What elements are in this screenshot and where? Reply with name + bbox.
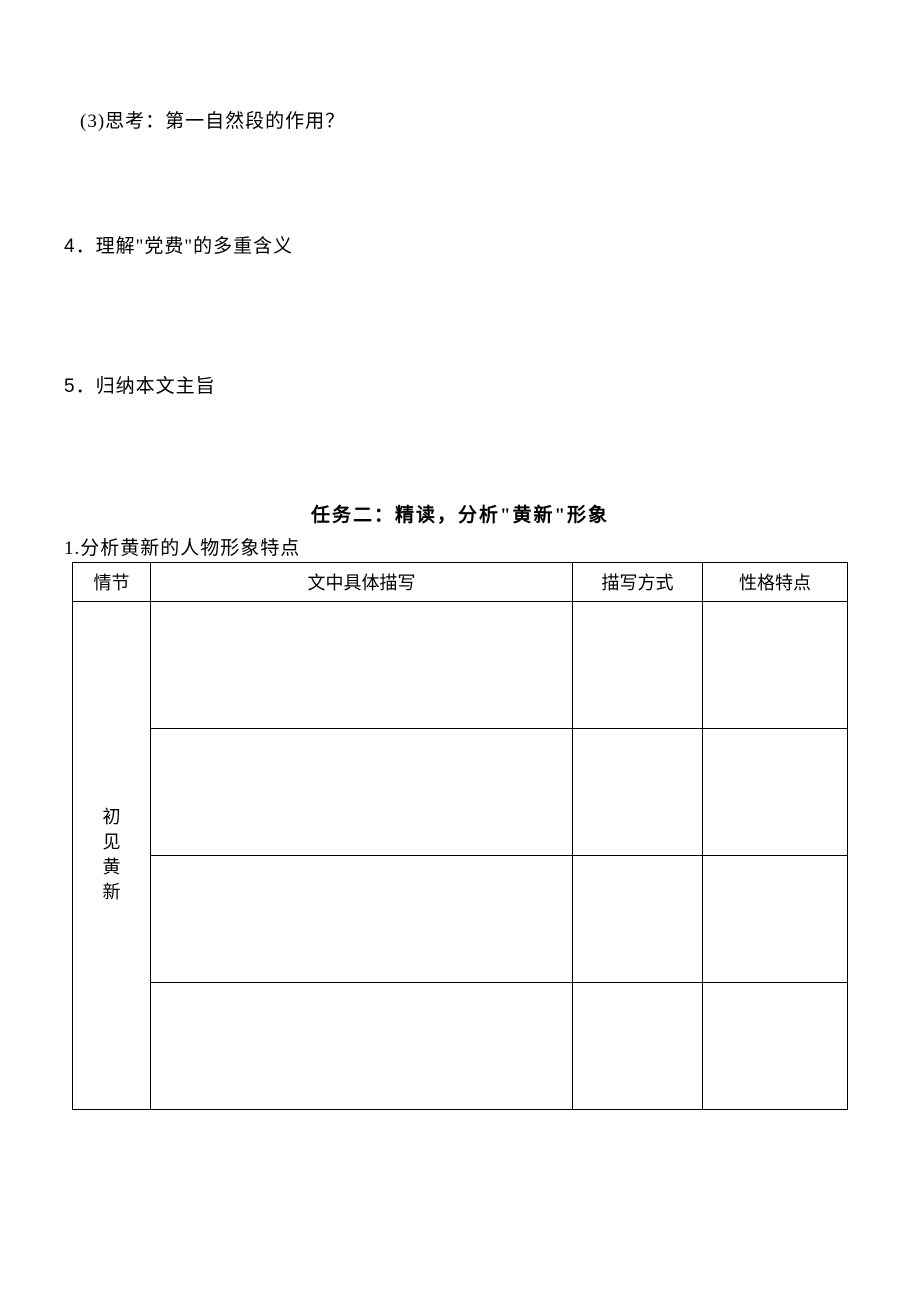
col-header-method: 描写方式 <box>573 562 703 601</box>
table-row: 初见黄新 <box>73 601 848 728</box>
table-row <box>73 855 848 982</box>
cell-desc <box>151 728 573 855</box>
cell-trait <box>703 855 848 982</box>
document-body: (3)思考：第一自然段的作用？ 4．理解"党费"的多重含义 5．归纳本文主旨 任… <box>0 0 920 1110</box>
col-header-desc: 文中具体描写 <box>151 562 573 601</box>
question-5: 5．归纳本文主旨 <box>64 373 848 402</box>
cell-desc <box>151 601 573 728</box>
cell-method <box>573 855 703 982</box>
question-4: 4．理解"党费"的多重含义 <box>64 233 848 262</box>
character-analysis-table: 情节 文中具体描写 描写方式 性格特点 初见黄新 <box>72 562 848 1110</box>
task-2-subquestion: 1.分析黄新的人物形象特点 <box>64 533 848 560</box>
col-header-trait: 性格特点 <box>703 562 848 601</box>
task-2-title: 任务二：精读，分析"黄新"形象 <box>72 500 848 527</box>
cell-method <box>573 982 703 1109</box>
table-header-row: 情节 文中具体描写 描写方式 性格特点 <box>73 562 848 601</box>
cell-method <box>573 601 703 728</box>
table-row <box>73 728 848 855</box>
cell-trait <box>703 601 848 728</box>
question-3: (3)思考：第一自然段的作用？ <box>80 108 848 137</box>
question-5-label: ．归纳本文主旨 <box>76 376 216 397</box>
question-5-number: 5 <box>64 376 76 397</box>
table-row <box>73 982 848 1109</box>
cell-trait <box>703 728 848 855</box>
subquestion-label: 分析黄新的人物形象特点 <box>80 538 300 559</box>
scene-text: 初见黄新 <box>101 805 123 906</box>
cell-scene: 初见黄新 <box>73 601 151 1109</box>
col-header-scene: 情节 <box>73 562 151 601</box>
cell-desc <box>151 855 573 982</box>
question-4-label: ．理解"党费"的多重含义 <box>76 236 294 257</box>
cell-method <box>573 728 703 855</box>
cell-desc <box>151 982 573 1109</box>
question-4-number: 4 <box>64 236 76 257</box>
cell-trait <box>703 982 848 1109</box>
subquestion-number: 1. <box>64 538 80 559</box>
